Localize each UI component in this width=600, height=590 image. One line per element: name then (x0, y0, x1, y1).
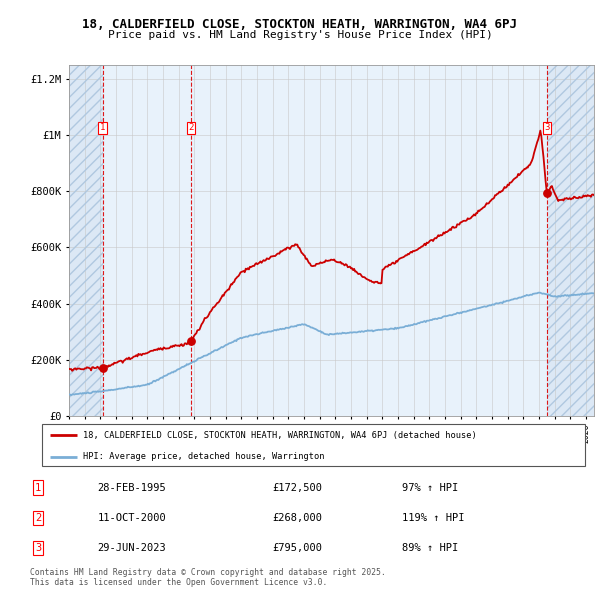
Text: HPI: Average price, detached house, Warrington: HPI: Average price, detached house, Warr… (83, 453, 324, 461)
Text: 28-FEB-1995: 28-FEB-1995 (97, 483, 166, 493)
Text: 18, CALDERFIELD CLOSE, STOCKTON HEATH, WARRINGTON, WA4 6PJ (detached house): 18, CALDERFIELD CLOSE, STOCKTON HEATH, W… (83, 431, 476, 440)
Bar (69, 65, 103, 416)
Text: 29-JUN-2023: 29-JUN-2023 (97, 543, 166, 553)
Point (542, 188, 551, 198)
Text: £795,000: £795,000 (272, 543, 322, 553)
Text: 3: 3 (35, 543, 41, 553)
Text: 97% ↑ HPI: 97% ↑ HPI (402, 483, 458, 493)
Text: 2: 2 (35, 513, 41, 523)
Text: £268,000: £268,000 (272, 513, 322, 523)
Text: 1: 1 (35, 483, 41, 493)
Text: 119% ↑ HPI: 119% ↑ HPI (402, 513, 464, 523)
Bar (69, 65, 103, 416)
Text: 3: 3 (544, 123, 550, 132)
Bar (103, 65, 547, 416)
FancyBboxPatch shape (42, 424, 585, 466)
Text: 18, CALDERFIELD CLOSE, STOCKTON HEATH, WARRINGTON, WA4 6PJ: 18, CALDERFIELD CLOSE, STOCKTON HEATH, W… (83, 18, 517, 31)
Text: 11-OCT-2000: 11-OCT-2000 (97, 513, 166, 523)
Text: 89% ↑ HPI: 89% ↑ HPI (402, 543, 458, 553)
Bar (547, 65, 594, 416)
Text: £172,500: £172,500 (272, 483, 322, 493)
Point (186, 336, 196, 345)
Bar (547, 65, 594, 416)
Text: 2: 2 (188, 123, 194, 132)
Text: 1: 1 (100, 123, 106, 132)
Text: Price paid vs. HM Land Registry's House Price Index (HPI): Price paid vs. HM Land Registry's House … (107, 30, 493, 40)
Point (98, 363, 107, 372)
Text: Contains HM Land Registry data © Crown copyright and database right 2025.
This d: Contains HM Land Registry data © Crown c… (30, 568, 386, 587)
